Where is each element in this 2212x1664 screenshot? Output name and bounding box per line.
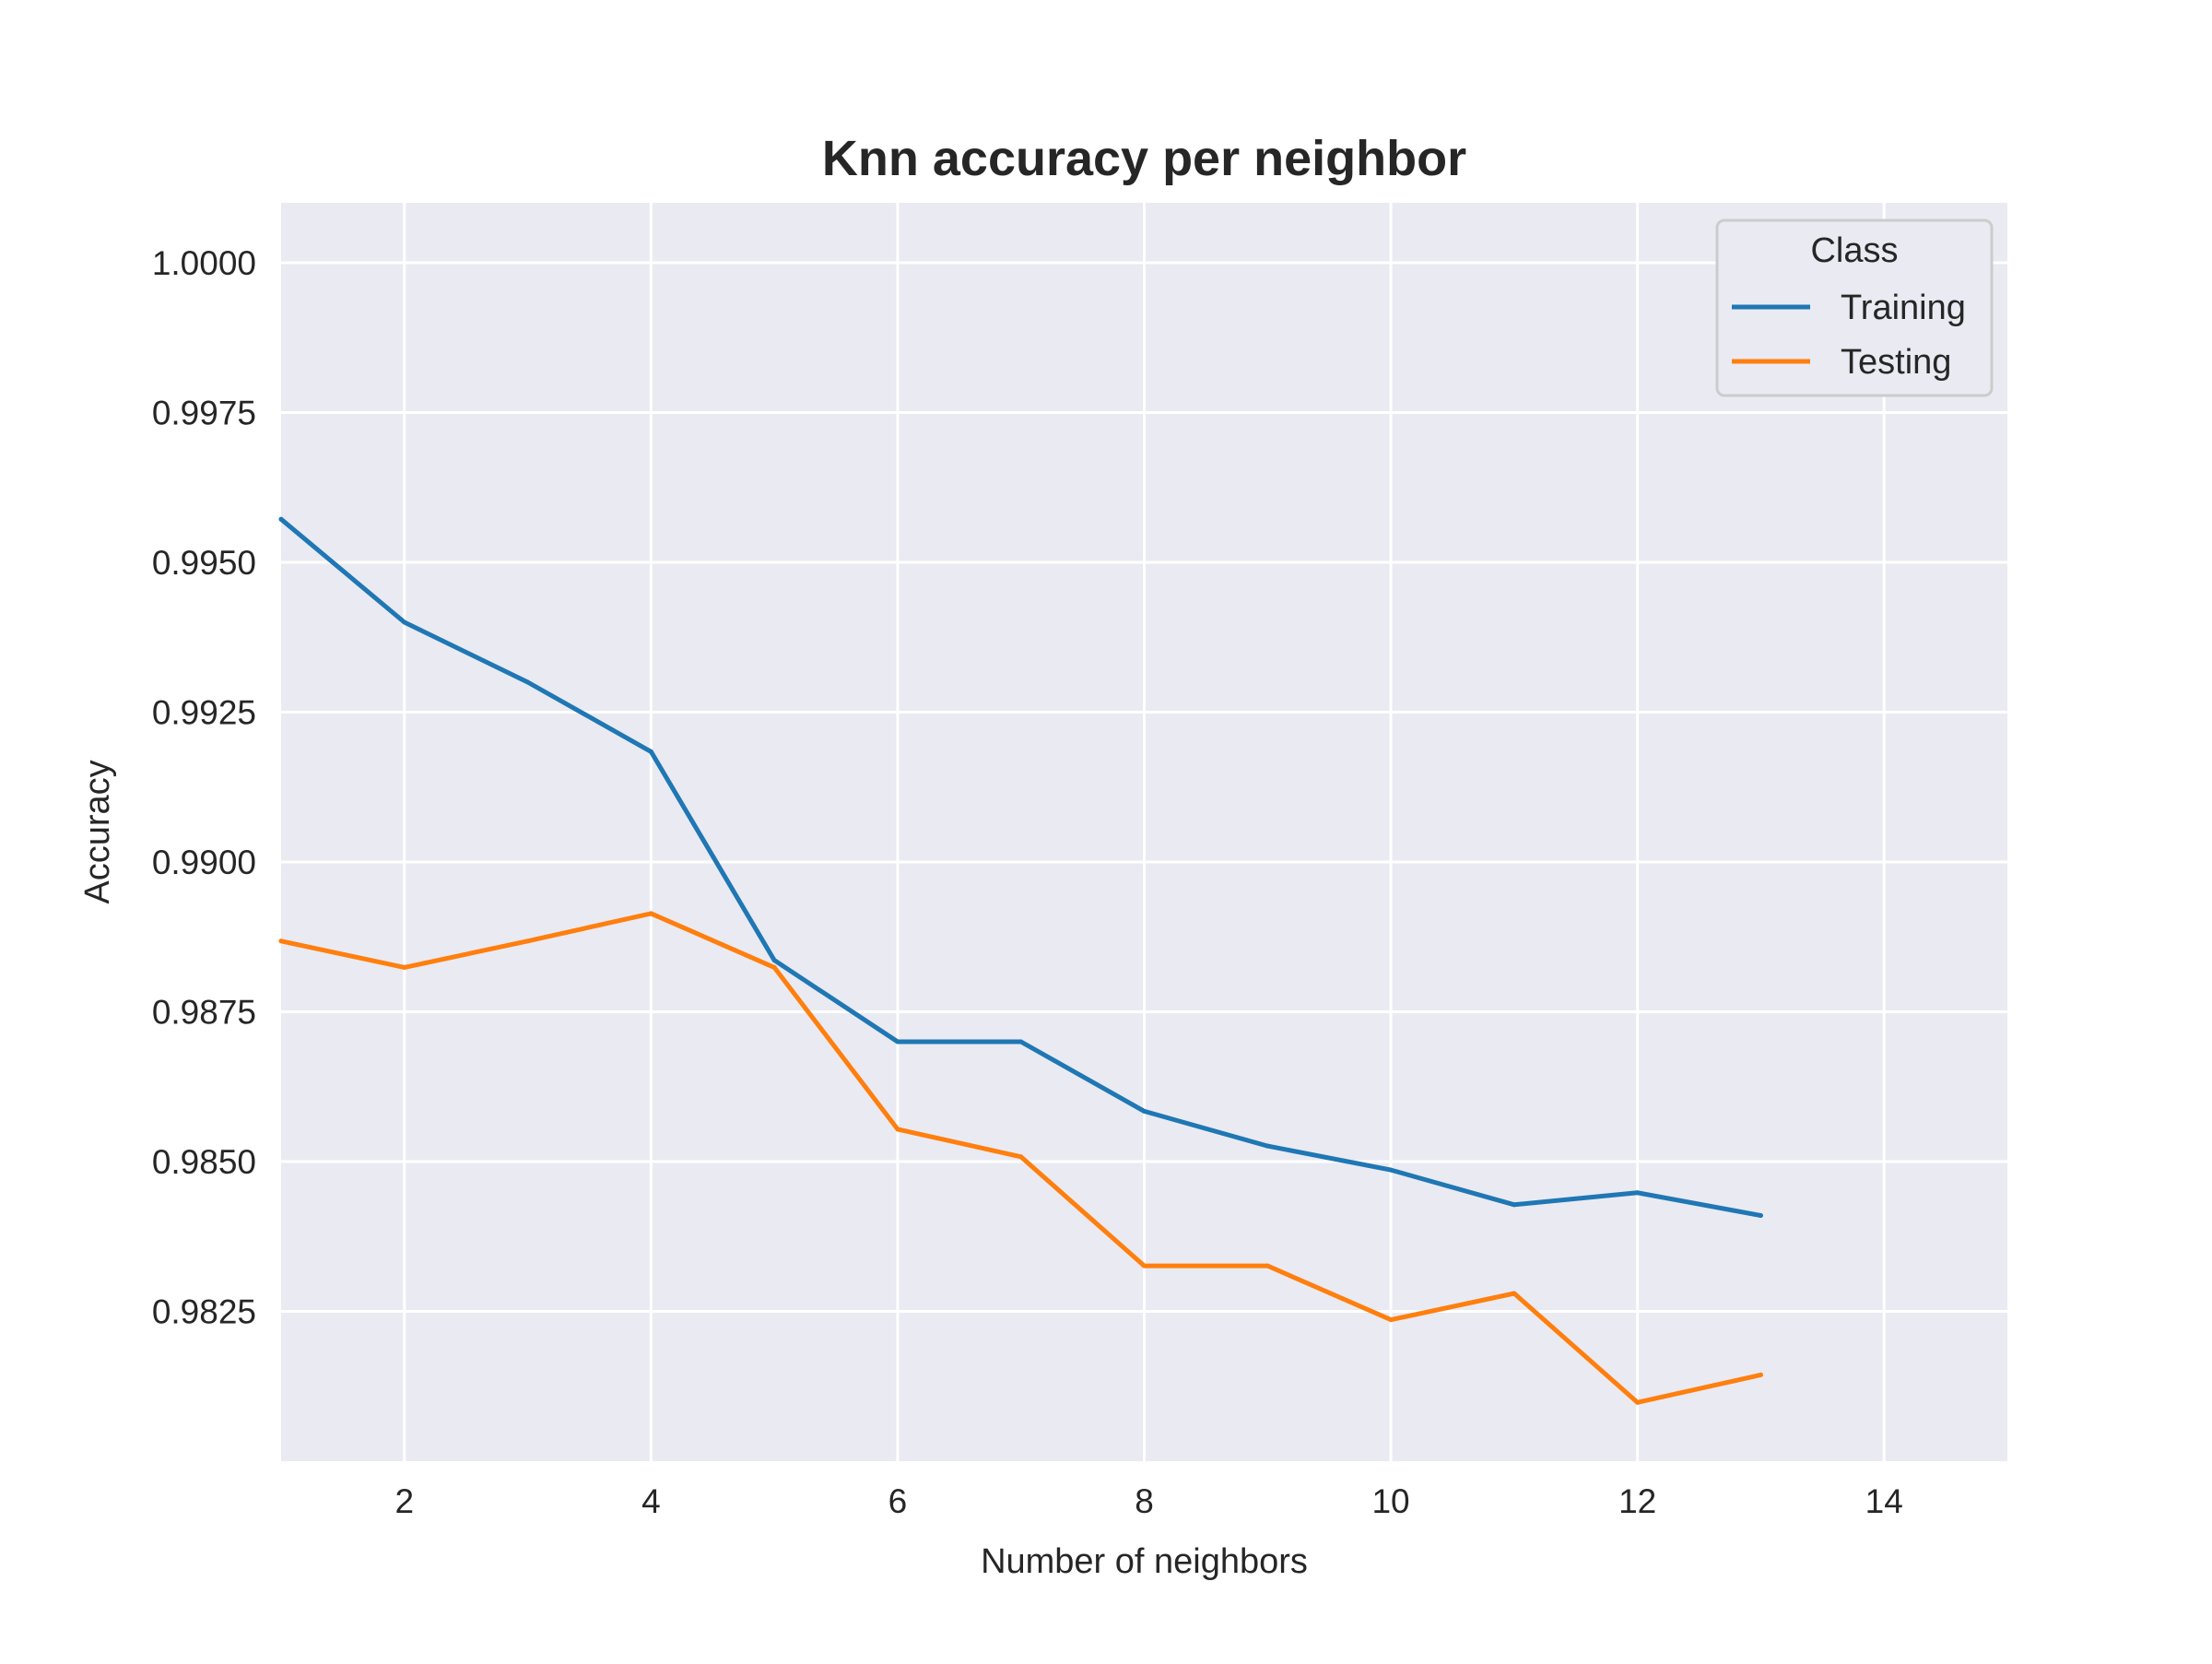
y-tick-label: 0.9975	[152, 395, 256, 432]
data-point-testing	[648, 911, 653, 916]
legend: Class Training Testing	[1715, 218, 1994, 397]
y-tick-label: 0.9900	[152, 844, 256, 881]
data-point-testing	[1265, 1263, 1270, 1269]
data-point-testing	[278, 938, 284, 944]
data-point-testing	[1388, 1317, 1394, 1323]
data-point-testing	[771, 964, 777, 970]
x-tick-label: 10	[1371, 1482, 1409, 1520]
x-tick-label: 14	[1865, 1482, 1903, 1520]
x-tick-label: 8	[1135, 1482, 1154, 1520]
data-point-training	[1265, 1143, 1270, 1149]
data-point-training	[1758, 1213, 1763, 1218]
x-tick-label: 12	[1618, 1482, 1656, 1520]
data-point-testing	[402, 964, 407, 970]
y-axis-label: Accuracy	[78, 760, 117, 903]
y-tick-label: 0.9825	[152, 1293, 256, 1331]
x-tick-label: 2	[394, 1482, 414, 1520]
tick-labels: 2 4 6 8 10 12 14 0.9825 0.9850 0.9875 0.9900 0.9925…	[152, 244, 1903, 1520]
legend-label-testing: Testing	[1841, 343, 1951, 382]
data-point-testing	[525, 938, 531, 944]
data-point-training	[278, 516, 284, 522]
data-point-testing	[1142, 1263, 1147, 1269]
data-point-training	[895, 1039, 900, 1044]
y-tick-label: 1.0000	[152, 244, 256, 282]
legend-label-training: Training	[1841, 289, 1966, 327]
legend-title: Class	[1810, 231, 1898, 270]
y-tick-label: 0.9950	[152, 544, 256, 582]
data-point-training	[1018, 1039, 1024, 1044]
data-point-training	[1388, 1167, 1394, 1173]
x-tick-label: 6	[888, 1482, 908, 1520]
grid-lines	[281, 203, 2007, 1461]
data-point-testing	[1758, 1372, 1763, 1377]
y-tick-label: 0.9850	[152, 1143, 256, 1181]
y-tick-label: 0.9925	[152, 694, 256, 732]
data-point-testing	[895, 1127, 900, 1132]
data-point-training	[648, 749, 653, 754]
x-axis-label: Number of neighbors	[981, 1542, 1308, 1581]
legend-box	[1715, 218, 1994, 397]
legend-entries: Training Testing	[1732, 289, 1966, 382]
series-layer	[278, 516, 1763, 1405]
data-point-training	[1635, 1190, 1641, 1196]
data-point-training	[1512, 1202, 1517, 1208]
data-point-training	[525, 679, 531, 685]
data-point-testing	[1018, 1154, 1024, 1160]
y-tick-label: 0.9875	[152, 994, 256, 1032]
data-point-training	[1142, 1108, 1147, 1114]
data-point-testing	[1512, 1291, 1517, 1296]
data-point-training	[402, 620, 407, 625]
data-point-testing	[1635, 1399, 1641, 1405]
x-tick-label: 4	[641, 1482, 661, 1520]
data-point-training	[771, 958, 777, 963]
chart-title: Knn accuracy per neighbor	[822, 131, 1466, 186]
